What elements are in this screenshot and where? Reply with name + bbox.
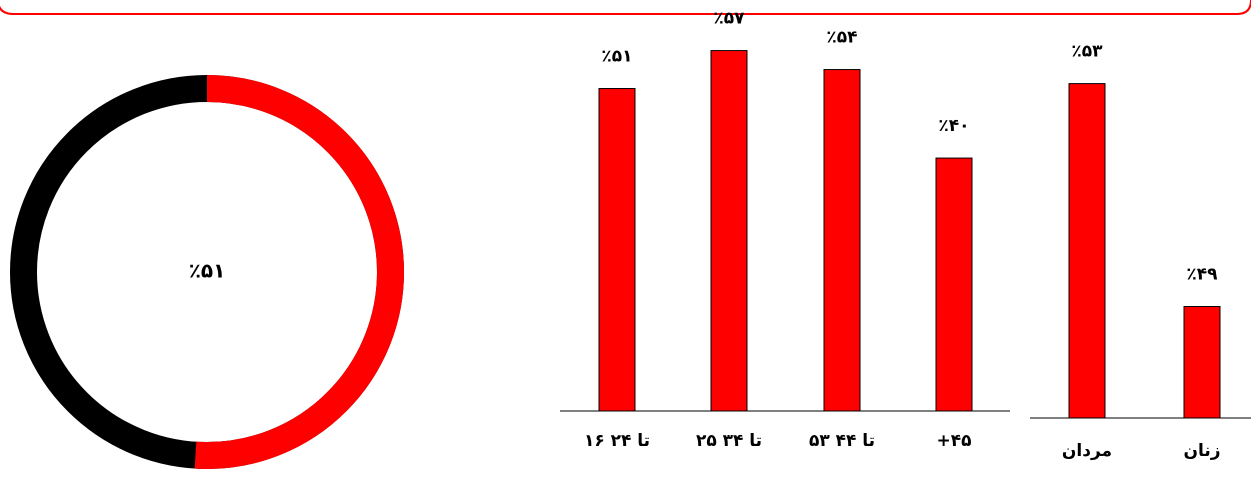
bar xyxy=(710,50,748,412)
bar-value-label: ٪۵۱ xyxy=(601,47,632,67)
x-tick-label: زنان xyxy=(1183,441,1220,461)
bar-value-label: ٪۵۷ xyxy=(713,9,745,29)
header-frame xyxy=(0,0,1251,15)
bar-value-label: ٪۵۳ xyxy=(1071,42,1103,62)
x-tick-label: ۵۳ تا ۴۴ xyxy=(809,431,875,451)
bar xyxy=(935,157,973,412)
donut-label: ٪۵۱ xyxy=(189,259,226,283)
bar-value-label: ٪۴۹ xyxy=(1186,265,1218,285)
x-tick-label: ۱۶ تا ۲۴ xyxy=(584,431,650,451)
donut-segment xyxy=(194,75,404,469)
bar-value-label: ٪۴۰ xyxy=(938,116,969,136)
bar xyxy=(598,88,636,412)
x-tick-label: +۴۵ xyxy=(937,431,972,451)
x-tick-label: ۲۵ تا ۳۴ xyxy=(696,431,762,451)
bar xyxy=(1068,83,1106,419)
bar xyxy=(823,69,861,412)
x-tick-label: مردان xyxy=(1062,441,1112,461)
bar xyxy=(1183,306,1221,419)
bar-value-label: ٪۵۴ xyxy=(826,28,857,48)
